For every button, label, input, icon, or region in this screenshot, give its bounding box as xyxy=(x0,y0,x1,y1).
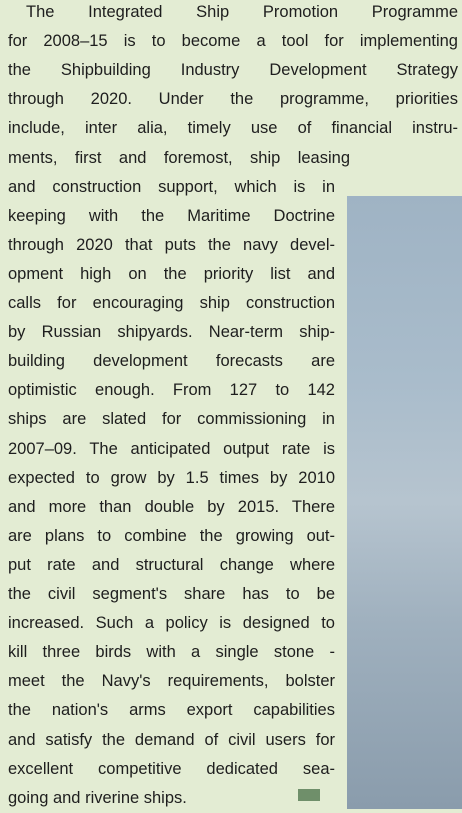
text-line: kill three birds with a single stone - xyxy=(8,638,335,667)
text-line: building development forecasts are xyxy=(8,347,335,376)
text-line: put rate and structural change where xyxy=(8,551,335,580)
text-line: keeping with the Maritime Doctrine xyxy=(8,202,335,231)
text-line: the civil segment's share has to be xyxy=(8,580,335,609)
text-line: ments, first and foremost, ship leasing xyxy=(8,144,350,173)
text-line: through 2020 that puts the navy devel- xyxy=(8,231,335,260)
text-line: ships are slated for commissioning in xyxy=(8,405,335,434)
text-line: opment high on the priority list and xyxy=(8,260,335,289)
text-line: the Shipbuilding Industry Development St… xyxy=(8,56,458,85)
photo xyxy=(347,196,462,809)
text-line: and more than double by 2015. There xyxy=(8,493,335,522)
text-line: by Russian shipyards. Near-term ship- xyxy=(8,318,335,347)
text-line: meet the Navy's requirements, bolster xyxy=(8,667,335,696)
text-line: and satisfy the demand of civil users fo… xyxy=(8,726,335,755)
text-line: 2007–09. The anticipated output rate is xyxy=(8,435,335,464)
text-line: expected to grow by 1.5 times by 2010 xyxy=(8,464,335,493)
text-line: going and riverine ships. xyxy=(8,784,187,813)
text-line: are plans to combine the growing out- xyxy=(8,522,335,551)
text-line: include, inter alia, timely use of finan… xyxy=(8,114,458,143)
text-line: through 2020. Under the programme, prior… xyxy=(8,85,458,114)
text-line: excellent competitive dedicated sea- xyxy=(8,755,335,784)
end-mark xyxy=(298,789,320,801)
text-line: the nation's arms export capabilities xyxy=(8,696,335,725)
text-line: and construction support, which is in xyxy=(8,173,335,202)
text-line: calls for encouraging ship construction xyxy=(8,289,335,318)
text-line: The Integrated Ship Promotion Programme xyxy=(26,0,458,27)
text-line: increased. Such a policy is designed to xyxy=(8,609,335,638)
page: The Integrated Ship Promotion Programmef… xyxy=(0,0,462,809)
text-line: for 2008–15 is to become a tool for impl… xyxy=(8,27,458,56)
text-line: optimistic enough. From 127 to 142 xyxy=(8,376,335,405)
